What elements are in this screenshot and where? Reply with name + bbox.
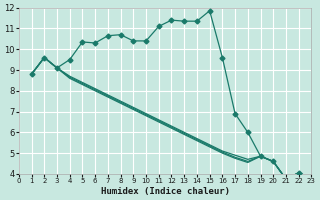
X-axis label: Humidex (Indice chaleur): Humidex (Indice chaleur) [100,187,230,196]
